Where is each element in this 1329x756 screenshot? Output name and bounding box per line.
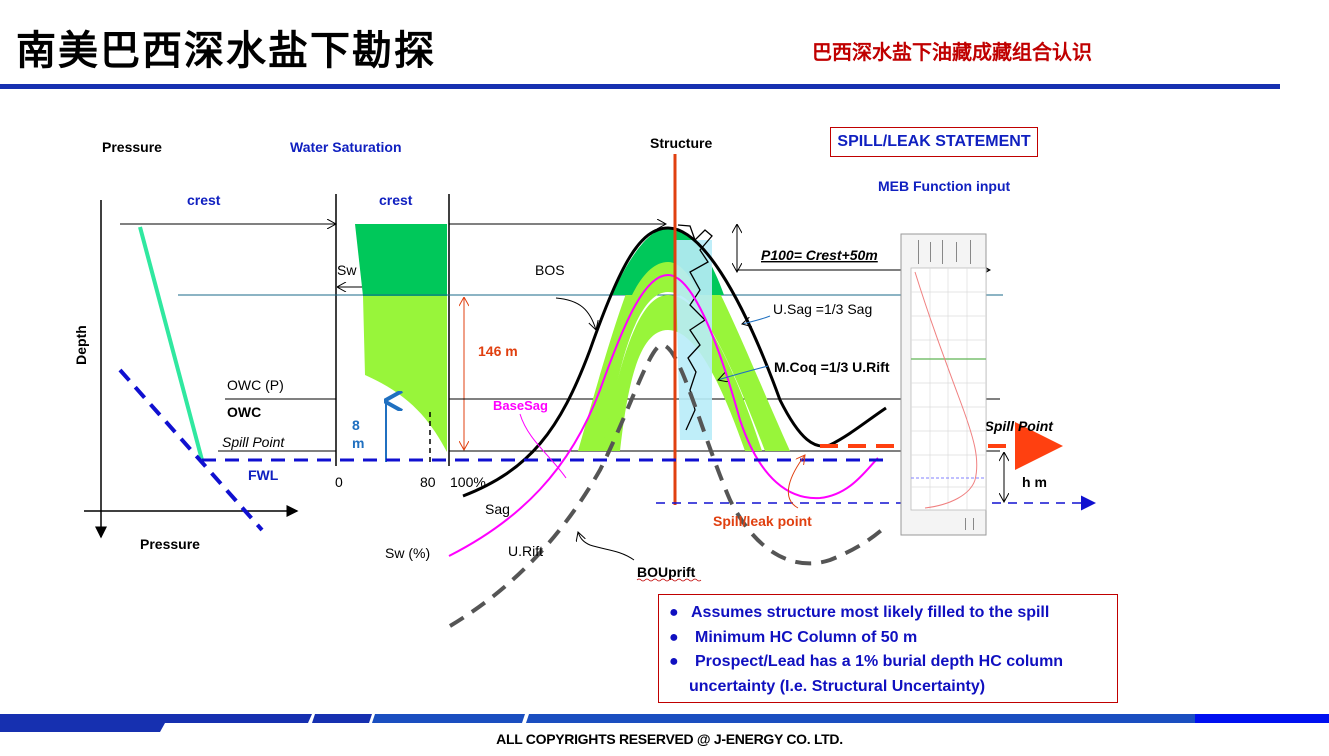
p100-label: P100= Crest+50m <box>761 247 878 263</box>
bos-label: BOS <box>535 262 565 278</box>
bullet-icon: ● <box>669 628 679 646</box>
spill-point-label: Spill Point <box>222 434 285 450</box>
meb-input-label: MEB Function input <box>878 178 1011 194</box>
hydrocarbon-gradient-line <box>138 226 204 461</box>
usag-leader <box>742 315 771 324</box>
meb-function-panel: MEB Function input <box>878 178 1011 536</box>
sw-label: Sw <box>337 262 357 278</box>
fwl-label: FWL <box>248 467 279 483</box>
column-8-value: 8 <box>352 417 360 433</box>
crest-label-left: crest <box>187 192 221 208</box>
sw-tick-0: 0 <box>335 474 343 490</box>
owc-p-label: OWC (P) <box>227 377 284 393</box>
page-subtitle: 巴西深水盐下油藏成藏组合认识 <box>812 40 1092 64</box>
h-m-label: h m <box>1022 474 1047 490</box>
bouprift-horizon <box>448 342 886 628</box>
saturation-dark-fill <box>355 224 447 296</box>
meb-axis-ticks <box>918 240 974 530</box>
structure-section: Structure BOS BaseSag Sag U.Rift BOUprif… <box>202 135 1096 628</box>
note-item: ● Assumes structure most likely filled t… <box>669 601 1109 626</box>
pressure-bottom-label: Pressure <box>140 536 200 552</box>
sw-tick-80: 80 <box>420 474 436 490</box>
water-gradient-line <box>118 368 264 532</box>
bullet-icon: ● <box>669 653 679 670</box>
bullet-icon: ● <box>669 604 679 621</box>
spill-leak-leader <box>787 455 805 509</box>
saturation-light-fill <box>363 296 447 452</box>
note-item-continued: uncertainty (I.e. Structural Uncertainty… <box>669 675 1109 700</box>
sag-horizon <box>448 273 879 557</box>
assumptions-box: ● Assumes structure most likely filled t… <box>658 594 1118 703</box>
pressure-top-label: Pressure <box>102 139 162 155</box>
page-title: 南美巴西深水盐下勘探 <box>16 28 436 74</box>
spill-leak-statement-box: SPILL/LEAK STATEMENT <box>830 127 1038 157</box>
crest-label-sw: crest <box>379 192 413 208</box>
mcoq-band <box>602 295 762 451</box>
pressure-depth-chart: Pressure Pressure Depth crest OWC (P) OW… <box>73 139 336 552</box>
hc-column-fill <box>675 240 712 440</box>
basesag-leader <box>519 413 567 479</box>
bouprift-label: BOUprift <box>637 564 696 580</box>
spill-leak-point-label: Spill/leak point <box>713 513 812 529</box>
meb-distribution-curve <box>914 271 978 509</box>
meb-grid <box>911 268 986 510</box>
meb-plot-area <box>910 267 987 511</box>
basesag-label: BaseSag <box>493 398 548 413</box>
sw-tick-100: 100% <box>450 474 486 490</box>
sw-pct-label: Sw (%) <box>385 545 430 561</box>
structure-title: Structure <box>650 135 712 151</box>
copyright-footer: ALL COPYRIGHTS RESERVED @ J-ENERGY CO. L… <box>496 731 843 747</box>
sag-label: Sag <box>485 501 510 517</box>
note-text: Assumes structure most likely filled to … <box>691 604 1050 621</box>
urift-label: U.Rift <box>508 543 543 559</box>
note-text: uncertainty (I.e. Structural Uncertainty… <box>689 677 986 695</box>
note-item: ● Prospect/Lead has a 1% burial depth HC… <box>669 650 1109 675</box>
header-divider <box>0 84 1280 89</box>
note-text: Prospect/Lead has a 1% burial depth HC c… <box>695 653 1064 670</box>
mcoq-label: M.Coq =1/3 U.Rift <box>774 359 890 375</box>
usag-label: U.Sag =1/3 Sag <box>773 301 872 317</box>
note-item: ● Minimum HC Column of 50 m <box>669 626 1109 651</box>
bos-leader <box>555 297 596 330</box>
column-146-label: 146 m <box>478 343 518 359</box>
column-8-unit: m <box>352 435 364 451</box>
owc-label: OWC <box>227 404 261 420</box>
bouprift-spellcheck-underline <box>636 578 702 582</box>
footer-band <box>0 714 1329 732</box>
note-text: Minimum HC Column of 50 m <box>695 628 918 646</box>
bouprift-leader <box>578 532 635 561</box>
water-saturation-title: Water Saturation <box>290 139 402 155</box>
mcoq-leader <box>718 365 769 380</box>
depth-label: Depth <box>73 325 89 365</box>
